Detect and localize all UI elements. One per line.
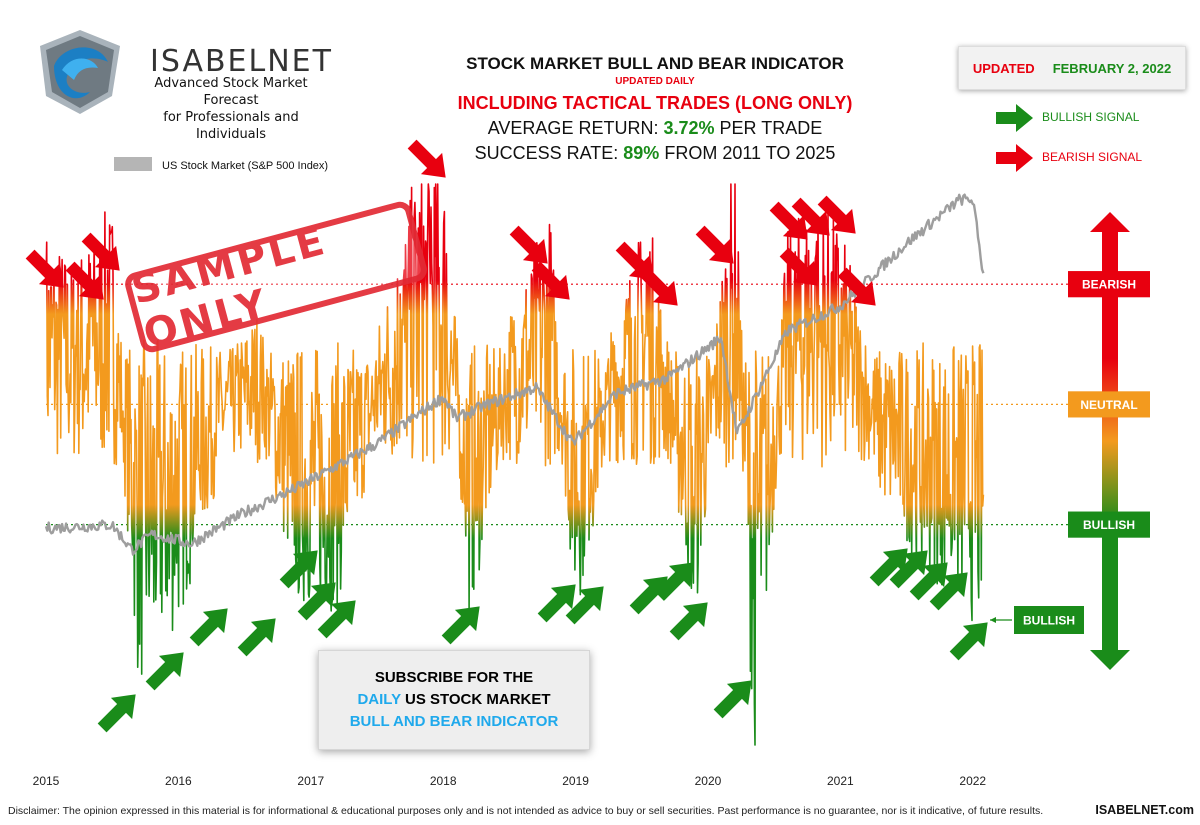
x-tick-label: 2019 bbox=[562, 774, 589, 788]
x-tick-label: 2016 bbox=[165, 774, 192, 788]
level-label-box-bullish bbox=[1068, 511, 1150, 538]
bearish-signal-arrow-icon bbox=[837, 267, 876, 306]
subscribe-line-2-rest: US STOCK MARKET bbox=[404, 691, 551, 708]
current-signal-label: BULLISH bbox=[1023, 614, 1075, 628]
bullish-signal-arrow-icon bbox=[889, 550, 928, 589]
sp500-legend-label: US Stock Market (S&P 500 Index) bbox=[162, 160, 328, 172]
success-rate-line: SUCCESS RATE: 89% FROM 2011 TO 2025 bbox=[420, 143, 890, 164]
bullish-signal-arrow-icon bbox=[949, 622, 988, 661]
bearish-signal-arrow-icon bbox=[81, 232, 120, 271]
updated-badge: UPDATED FEBRUARY 2, 2022 bbox=[958, 46, 1186, 90]
sp500-series-line bbox=[44, 193, 985, 556]
bullish-signal-arrow-icon bbox=[629, 576, 668, 615]
bullish-signal-arrow-icon bbox=[537, 584, 576, 623]
current-signal-pointer-head bbox=[990, 617, 996, 623]
level-scale-arrow-icon bbox=[1090, 212, 1130, 670]
sp500-legend-swatch bbox=[114, 157, 152, 171]
subscribe-box[interactable]: SUBSCRIBE FOR THE DAILY US STOCK MARKET … bbox=[318, 650, 590, 750]
bullish-signal-arrow-icon bbox=[189, 608, 228, 647]
bearish-signal-arrow-icon bbox=[65, 261, 104, 300]
subscribe-daily-highlight: DAILY bbox=[357, 691, 401, 708]
bullish-signal-arrow-icon bbox=[279, 550, 318, 589]
x-tick-label: 2018 bbox=[430, 774, 457, 788]
bearish-signal-arrow-icon bbox=[695, 225, 734, 264]
x-tick-label: 2017 bbox=[297, 774, 324, 788]
level-label-neutral: NEUTRAL bbox=[1080, 398, 1137, 412]
x-tick-label: 2015 bbox=[33, 774, 60, 788]
bearish-signal-arrow-icon bbox=[996, 144, 1033, 172]
bullish-signal-arrow-icon bbox=[669, 602, 708, 641]
success-rate-suffix: FROM 2011 TO 2025 bbox=[664, 143, 836, 163]
subscribe-line-2: DAILY US STOCK MARKET bbox=[319, 689, 589, 711]
average-return-label: AVERAGE RETURN: bbox=[487, 118, 659, 138]
success-rate-label: SUCCESS RATE: bbox=[474, 143, 619, 163]
level-label-bearish: BEARISH bbox=[1082, 278, 1136, 292]
bullish-signal-arrow-icon bbox=[441, 606, 480, 645]
bullish-signal-arrow-icon bbox=[655, 562, 694, 601]
bullish-signal-arrow-icon bbox=[996, 104, 1033, 132]
tactical-trades-label: INCLUDING TACTICAL TRADES (LONG ONLY) bbox=[457, 93, 853, 113]
bearish-signal-arrow-icon bbox=[791, 197, 830, 236]
x-tick-label: 2022 bbox=[959, 774, 986, 788]
site-link[interactable]: ISABELNET.com bbox=[1095, 803, 1194, 817]
brand-name: ISABELNET bbox=[150, 44, 333, 79]
bullish-signal-arrow-icon bbox=[297, 582, 336, 621]
isabelnet-logo-icon bbox=[40, 30, 120, 114]
disclaimer-text: Disclaimer: The opinion expressed in thi… bbox=[8, 805, 1044, 817]
level-label-box-bearish bbox=[1068, 271, 1150, 298]
bullish-signal-arrow-icon bbox=[317, 600, 356, 639]
bearish-signal-arrow-icon bbox=[769, 201, 808, 240]
bullish-signal-arrow-icon bbox=[909, 562, 948, 601]
success-rate-value: 89% bbox=[623, 143, 660, 163]
x-tick-label: 2021 bbox=[827, 774, 854, 788]
bullish-signal-label: BULLISH SIGNAL bbox=[1042, 110, 1140, 124]
bearish-signal-arrow-icon bbox=[25, 249, 64, 288]
bearish-signal-arrow-icon bbox=[639, 267, 678, 306]
chart-title-block: STOCK MARKET BULL AND BEAR INDICATOR UPD… bbox=[420, 54, 890, 164]
brand-tagline-1: Advanced Stock Market Forecast bbox=[154, 76, 308, 108]
indicator-series-line bbox=[45, 183, 985, 746]
bullish-signal-arrow-icon bbox=[237, 618, 276, 657]
level-label-box-neutral bbox=[1068, 391, 1150, 418]
bullish-signal-arrow-icon bbox=[869, 548, 908, 587]
updated-daily-label: UPDATED DAILY bbox=[615, 76, 695, 87]
brand-tagline: Advanced Stock Market Forecast for Profe… bbox=[132, 75, 330, 143]
subscribe-line-3: BULL AND BEAR INDICATOR bbox=[349, 713, 559, 730]
bearish-signal-arrow-icon bbox=[407, 139, 446, 178]
current-signal-box bbox=[1014, 606, 1084, 634]
bullish-signal-arrow-icon bbox=[565, 586, 604, 625]
updated-label: UPDATED bbox=[972, 60, 1035, 76]
bearish-signal-label: BEARISH SIGNAL bbox=[1042, 150, 1143, 164]
bullish-signal-arrow-icon bbox=[713, 680, 752, 719]
bearish-signal-arrow-icon bbox=[531, 261, 570, 300]
average-return-suffix: PER TRADE bbox=[719, 118, 823, 138]
average-return-value: 3.72% bbox=[663, 118, 715, 138]
bearish-signal-arrow-icon bbox=[509, 225, 548, 264]
chart-title: STOCK MARKET BULL AND BEAR INDICATOR bbox=[466, 54, 844, 73]
bearish-signal-arrow-icon bbox=[779, 247, 818, 286]
bullish-signal-arrow-icon bbox=[929, 572, 968, 611]
brand-tagline-2: for Professionals and Individuals bbox=[163, 110, 299, 142]
subscribe-line-1: SUBSCRIBE FOR THE bbox=[374, 669, 534, 686]
level-label-bullish: BULLISH bbox=[1083, 518, 1135, 532]
updated-date: FEBRUARY 2, 2022 bbox=[1052, 60, 1172, 76]
bearish-signal-arrow-icon bbox=[817, 195, 856, 234]
bullish-signal-arrow-icon bbox=[97, 694, 136, 733]
bearish-signal-arrow-icon bbox=[615, 241, 654, 280]
bullish-signal-arrow-icon bbox=[145, 652, 184, 691]
average-return-line: AVERAGE RETURN: 3.72% PER TRADE bbox=[420, 118, 890, 139]
x-tick-label: 2020 bbox=[695, 774, 722, 788]
